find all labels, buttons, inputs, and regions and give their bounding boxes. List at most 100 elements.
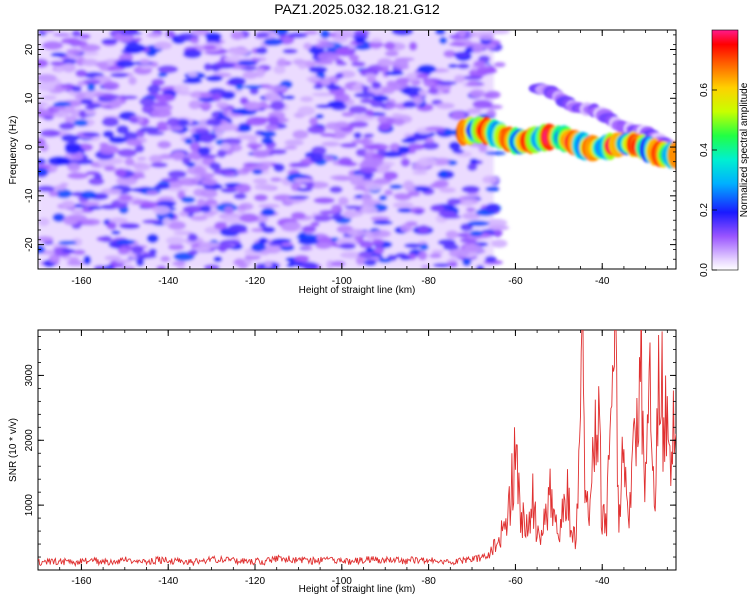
heatmap-noise-cell: [394, 194, 412, 201]
heatmap-noise-cell: [62, 58, 77, 65]
heatmap-noise-cell: [128, 116, 139, 124]
heatmap-noise-cell: [472, 99, 493, 109]
heatmap-noise-cell: [293, 255, 310, 263]
heatmap-noise-cell: [61, 134, 80, 143]
heatmap-noise-cell: [417, 64, 437, 74]
heatmap-noise-cell: [87, 205, 103, 210]
heatmap-noise-cell: [187, 233, 198, 242]
heatmap-noise-cell: [348, 54, 360, 62]
heatmap-noise-cell: [237, 124, 252, 133]
heatmap-noise-cell: [371, 37, 383, 43]
snr-y-tick-label: 3000: [24, 364, 35, 387]
heatmap-noise-cell: [83, 255, 92, 265]
heatmap-noise-cell: [491, 239, 508, 248]
heatmap-noise-cell: [377, 115, 388, 124]
heatmap-noise-cell: [115, 259, 132, 264]
heatmap-noise-cell: [473, 60, 486, 68]
heatmap-noise-cell: [378, 258, 392, 264]
heatmap-noise-cell: [66, 48, 82, 55]
heatmap-noise-cell: [168, 243, 185, 251]
heatmap-noise-cell: [189, 142, 201, 152]
heatmap-noise-cell: [253, 178, 268, 185]
heatmap-noise-cell: [62, 63, 76, 73]
heatmap-noise-cell: [487, 218, 508, 227]
heatmap-noise-cell: [355, 256, 366, 266]
snr-x-tick-label: -120: [245, 576, 265, 587]
heatmap-noise-cell: [150, 109, 172, 118]
heatmap-noise-cell: [187, 249, 198, 256]
heatmap-noise-cell: [182, 205, 204, 214]
heatmap-noise-cell: [242, 71, 259, 80]
heatmap-noise-cell: [106, 222, 117, 230]
heatmap-noise-cell: [315, 113, 325, 119]
heatmap-noise-cell: [311, 92, 334, 97]
heatmap-noise-cell: [123, 131, 138, 141]
heatmap-noise-cell: [303, 42, 312, 50]
heatmap-noise-cell: [167, 221, 186, 230]
heatmap-noise-cell: [117, 148, 137, 158]
heatmap-noise-cell: [273, 65, 286, 75]
snr-series-line: [38, 330, 676, 568]
heatmap-noise-cell: [443, 50, 457, 58]
heatmap-noise-cell: [363, 144, 381, 151]
heatmap-noise-cell: [40, 129, 61, 138]
heatmap-noise-cell: [115, 239, 136, 245]
heatmap-noise-cell: [342, 210, 364, 218]
heatmap-noise-cell: [79, 33, 91, 40]
heatmap-noise-cell: [62, 215, 79, 226]
heatmap-noise-cell: [297, 237, 319, 246]
heatmap-noise-cell: [38, 168, 49, 176]
heatmap-noise-cell: [401, 86, 424, 97]
heatmap-noise-cell: [50, 60, 66, 67]
heatmap-noise-cell: [284, 139, 304, 146]
heatmap-noise-cell: [434, 30, 446, 35]
colorbar-tick-label: 0.6: [699, 83, 710, 97]
heatmap-noise-cell: [201, 178, 218, 186]
spectrogram-x-tick-label: -80: [421, 276, 436, 287]
heatmap-noise-cell: [67, 172, 89, 180]
heatmap-noise-cell: [359, 98, 376, 104]
heatmap-noise-cell: [246, 143, 264, 149]
spectrogram-y-tick-label: 10: [24, 92, 35, 104]
heatmap-noise-cell: [233, 193, 247, 200]
heatmap-noise-cell: [340, 142, 358, 149]
heatmap-noise-cell: [151, 78, 165, 87]
heatmap-noise-cell: [172, 261, 186, 266]
heatmap-noise-cell: [376, 149, 387, 156]
heatmap-noise-cell: [184, 138, 193, 145]
heatmap-noise-cell: [48, 190, 59, 197]
heatmap-noise-cell: [101, 38, 118, 45]
heatmap-noise-cell: [467, 220, 490, 227]
heatmap-noise-cell: [219, 123, 239, 131]
heatmap-noise-cell: [361, 157, 384, 167]
snr-x-tick-label: -160: [71, 576, 91, 587]
heatmap-noise-cell: [417, 156, 438, 167]
heatmap-noise-cell: [261, 226, 276, 234]
heatmap-noise-cell: [339, 243, 357, 250]
heatmap-noise-cell: [400, 223, 413, 233]
heatmap-noise-cell: [283, 145, 298, 150]
heatmap-noise-cell: [52, 32, 71, 37]
heatmap-noise-cell: [485, 203, 500, 213]
heatmap-noise-cell: [231, 108, 252, 115]
heatmap-noise-cell: [235, 84, 244, 91]
heatmap-noise-cell: [423, 80, 435, 87]
heatmap-noise-cell: [213, 168, 235, 176]
heatmap-noise-cell: [267, 116, 279, 126]
heatmap-noise-cell: [312, 60, 334, 65]
heatmap-noise-cell: [411, 186, 432, 192]
heatmap-noise-cell: [302, 261, 319, 269]
heatmap-noise-cell: [448, 262, 458, 268]
heatmap-signal-layer: [456, 83, 676, 169]
heatmap-noise-cell: [200, 189, 218, 199]
heatmap-noise-cell: [206, 118, 222, 127]
heatmap-noise-cell: [166, 236, 185, 245]
heatmap-noise-cell: [486, 109, 497, 118]
spectrogram-ylabel: Frequency (Hz): [8, 116, 19, 185]
heatmap-noise-cell: [61, 200, 76, 209]
heatmap-noise-cell: [466, 108, 482, 115]
heatmap-noise-cell: [412, 170, 428, 175]
heatmap-noise-cell: [442, 243, 459, 251]
heatmap-noise-cell: [81, 218, 101, 226]
heatmap-noise-cell: [252, 149, 270, 159]
